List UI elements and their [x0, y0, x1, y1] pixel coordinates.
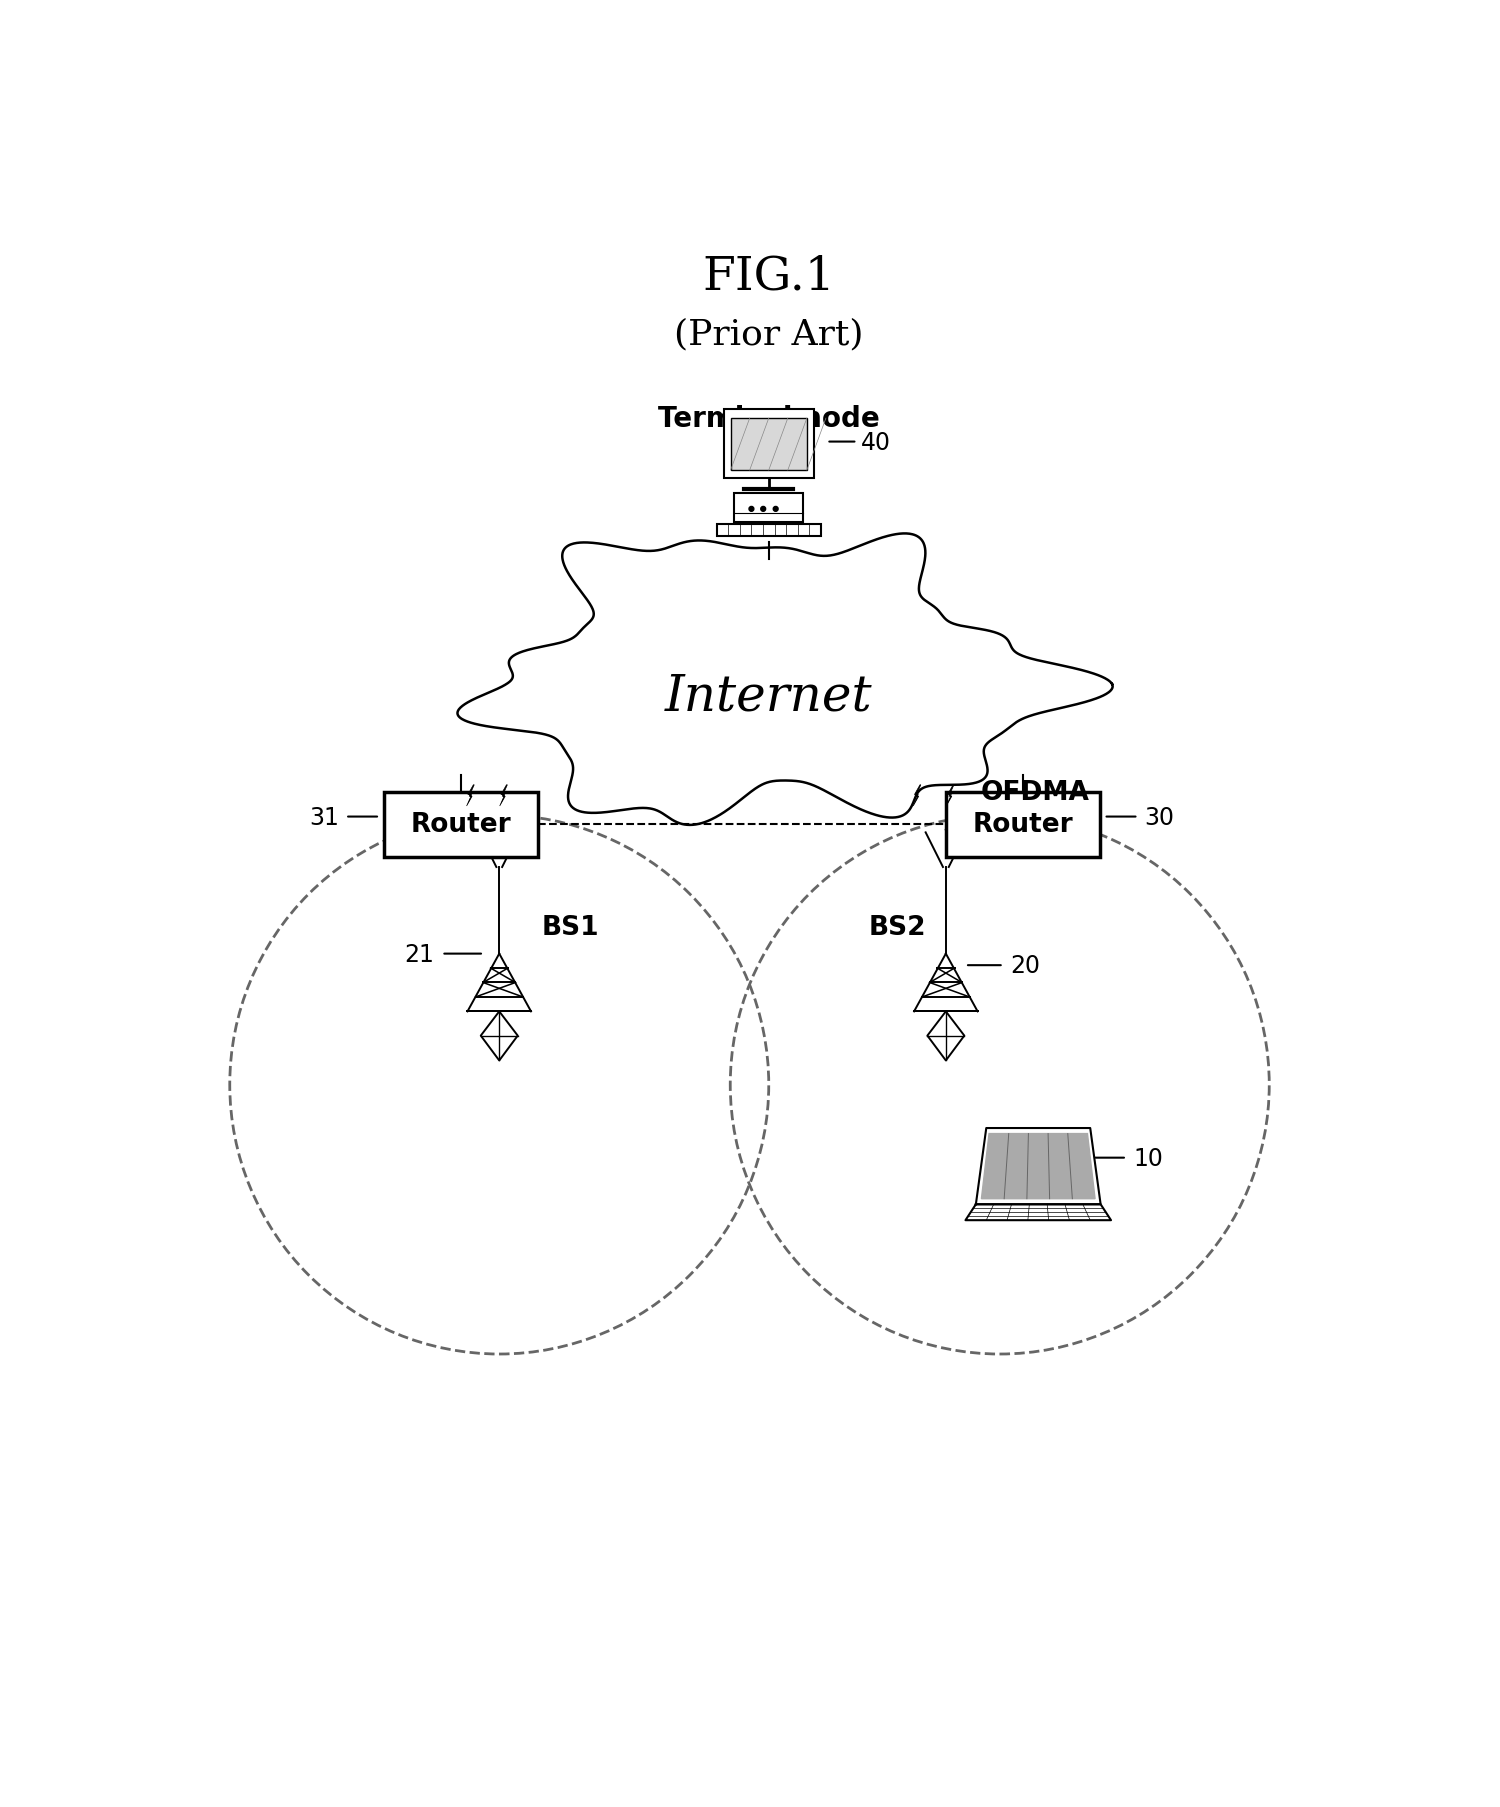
Polygon shape — [981, 1135, 1095, 1200]
Text: Router: Router — [411, 811, 512, 838]
Polygon shape — [500, 786, 507, 806]
FancyBboxPatch shape — [717, 524, 821, 537]
Text: 21: 21 — [404, 941, 433, 967]
Polygon shape — [458, 535, 1113, 826]
FancyBboxPatch shape — [723, 410, 815, 479]
Circle shape — [774, 508, 778, 511]
Polygon shape — [914, 786, 921, 806]
Text: OFDMA: OFDMA — [981, 779, 1089, 806]
Polygon shape — [966, 1205, 1112, 1220]
Circle shape — [748, 508, 754, 511]
Polygon shape — [946, 786, 954, 806]
Text: 10: 10 — [1132, 1146, 1162, 1169]
FancyBboxPatch shape — [384, 791, 537, 858]
Text: BS1: BS1 — [542, 914, 598, 940]
FancyBboxPatch shape — [946, 791, 1100, 858]
Text: 30: 30 — [1144, 806, 1174, 829]
FancyBboxPatch shape — [734, 493, 804, 522]
Text: Terminal node: Terminal node — [658, 405, 879, 434]
Circle shape — [760, 508, 765, 511]
Text: (Prior Art): (Prior Art) — [674, 318, 864, 352]
Text: FIG.1: FIG.1 — [702, 255, 836, 300]
Polygon shape — [976, 1128, 1101, 1205]
Text: Router: Router — [972, 811, 1072, 838]
FancyBboxPatch shape — [730, 419, 807, 472]
Text: 31: 31 — [309, 806, 339, 829]
Polygon shape — [466, 786, 474, 806]
Text: BS2: BS2 — [868, 914, 927, 940]
Text: 40: 40 — [861, 430, 891, 454]
Text: Internet: Internet — [664, 672, 873, 721]
Text: 20: 20 — [1010, 954, 1040, 978]
